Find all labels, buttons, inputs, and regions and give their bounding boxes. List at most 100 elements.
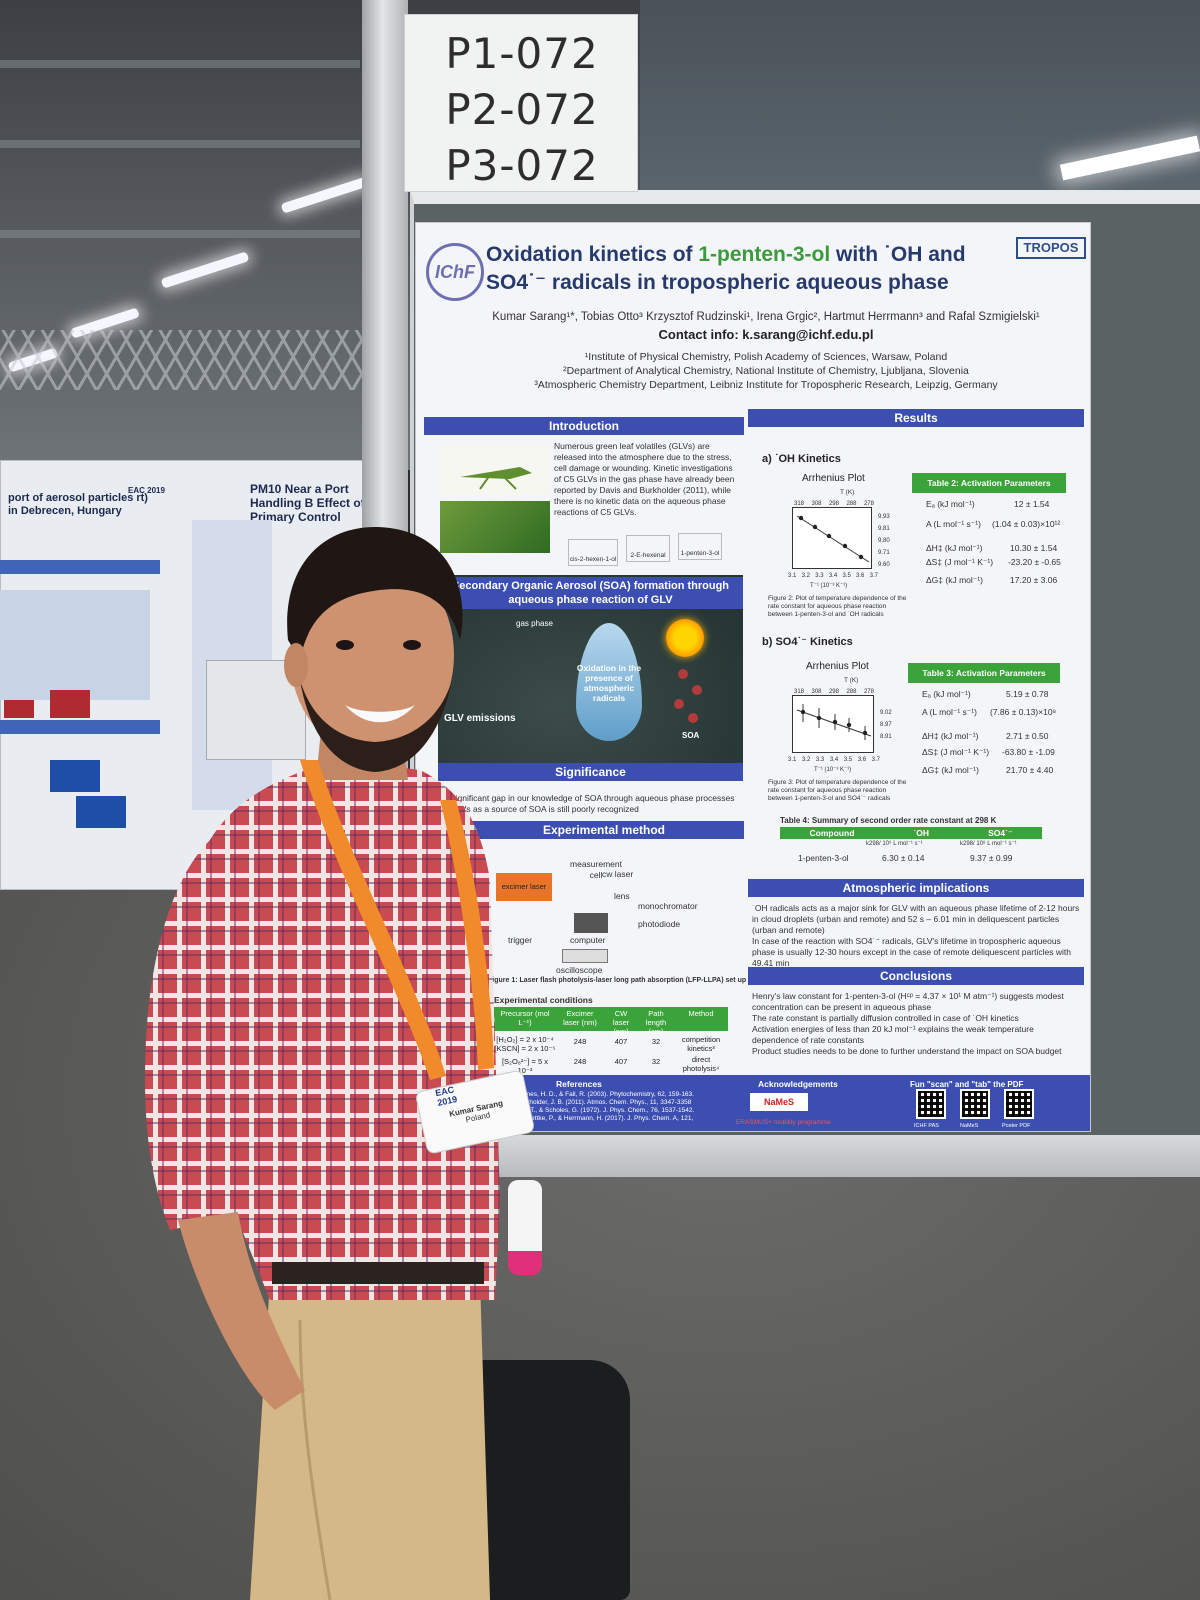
so4-right-tick: 8.91	[880, 734, 892, 740]
reference-item: B., Mettke, P., & Herrmann, H. (2017). J…	[516, 1115, 694, 1122]
so4-data-point	[816, 715, 822, 721]
soa-particle-icon	[688, 713, 698, 723]
table1-header-cell: CW laser (nm)	[612, 1009, 630, 1036]
measurement-cell-label: measurement cell	[570, 859, 622, 880]
table1-cell: [S₂O₈²⁻] = 5 x 10⁻³	[501, 1057, 549, 1075]
so4-top-tick: 318	[794, 689, 805, 695]
lighting-truss	[0, 330, 390, 390]
table1-header-cell: Path length (cm)	[645, 1009, 667, 1036]
oh-x-tick: 3.1	[788, 573, 797, 579]
table4-header-cell: Compound	[809, 828, 855, 838]
oh-x-tick: 3.6	[856, 573, 865, 579]
conclusions-text: Henry's law constant for 1-penten-3-ol (…	[752, 991, 1080, 1057]
table3-value: -63.80 ± -1.09	[1002, 747, 1055, 757]
cw-laser-label: cw laser	[602, 869, 634, 879]
oh-top-tick: 288	[846, 501, 857, 507]
table3-value: (7.86 ± 0.13)×10⁸	[990, 707, 1057, 717]
table2-value: (1.04 ± 0.03)×10¹²	[992, 519, 1061, 529]
figure2-caption: Figure 2: Plot of temperature dependence…	[768, 595, 907, 618]
table1-cell: 407	[614, 1037, 628, 1046]
table4-subheader: k298/ 10⁹ L mol⁻¹ s⁻¹	[866, 841, 923, 847]
atmospheric-point: ˙OH radicals acts as a major sink for GL…	[752, 903, 1080, 935]
figure1-caption: Figure 1: Laser flash photolysis-laser l…	[488, 977, 747, 984]
table2-label: ΔG‡ (kJ mol⁻¹)	[926, 575, 983, 585]
table3-label: ΔG‡ (kJ mol⁻¹)	[922, 765, 979, 775]
table4-header-cell: SO4˙⁻	[988, 828, 1013, 838]
reference-item: Grimes, H. D., & Fall, R. (2003). Phytoc…	[516, 1091, 694, 1098]
oscilloscope-icon	[562, 949, 608, 963]
display-pole	[362, 0, 408, 1190]
section-significance: Significance	[438, 763, 743, 781]
erasmus-label: ERASMUS+ mobility programme	[736, 1119, 831, 1126]
oh-plot-title: Arrhenius Plot	[802, 473, 865, 484]
monochromator-label: monochromator	[638, 901, 698, 911]
so4-x-tick: 3.3	[815, 757, 825, 763]
title-part: Oxidation kinetics of	[486, 243, 699, 266]
so4-plot-svg	[796, 704, 872, 740]
soa-label: SOA	[682, 731, 700, 740]
droplet-label: Oxidation in the presence of atmospheric…	[576, 663, 642, 703]
grasshopper-icon	[460, 467, 532, 490]
soa-particle-icon	[692, 685, 702, 695]
table2-value: 10.30 ± 1.54	[1010, 543, 1058, 553]
qr-code-icon	[1004, 1089, 1034, 1119]
left-poster-bar	[50, 690, 90, 718]
computer-icon	[574, 913, 608, 933]
table3-label: ΔH‡ (kJ mol⁻¹)	[922, 731, 979, 741]
section-conclusions: Conclusions	[748, 967, 1084, 985]
qr-label: ICHF PAS	[914, 1123, 939, 1129]
conclusion-point: Activation energies of less than 20 kJ m…	[752, 1024, 1034, 1045]
molecule-label: 2-E-hexenal	[626, 535, 670, 562]
oh-right-tick: 9.60	[878, 562, 890, 568]
ceiling-beam	[0, 60, 360, 68]
oh-arrhenius-plot	[792, 507, 872, 569]
conclusion-point: The rate constant is partially diffusion…	[752, 1013, 1019, 1023]
so4-right-tick: 8.97	[880, 722, 892, 728]
left-poster-image	[76, 796, 126, 828]
table2-value: 12 ± 1.54	[1014, 499, 1050, 509]
title-part: with ˙OH and	[830, 243, 966, 266]
oh-top-tick: 278	[863, 501, 874, 507]
sun-icon	[666, 619, 704, 657]
so4-x-tick: 3.6	[857, 757, 867, 763]
table2-label: Eₐ (kJ mol⁻¹)	[926, 499, 975, 509]
so4-top-tick: 278	[863, 689, 874, 695]
oh-x-tick: 3.4	[828, 573, 838, 579]
table1-header-cell: Excimer laser (nm)	[563, 1009, 597, 1027]
left-poster-band	[0, 720, 160, 734]
qr-title: Fun "scan" and "tab" the PDF	[910, 1080, 1024, 1089]
table1-cell: 407	[614, 1057, 628, 1066]
table2-label: A (L mol⁻¹ s⁻¹)	[926, 519, 981, 529]
table2-value: -23.20 ± -0.65	[1008, 557, 1061, 567]
table1-cell: direct photolysis⁴	[682, 1055, 720, 1073]
table4-compound: 1-penten-3-ol	[798, 853, 849, 863]
computer-label: computer	[570, 935, 606, 945]
table4-subheader: k298/ 10⁸ L mol⁻¹ s⁻¹	[960, 841, 1017, 847]
left-poster-bar	[4, 700, 34, 718]
section-soa: Secondary Organic Aerosol (SOA) formatio…	[438, 577, 743, 609]
section-experimental: Experimental method	[464, 821, 744, 839]
section-atmospheric: Atmospheric implications	[748, 879, 1084, 897]
so4-x-tick: 3.1	[788, 757, 797, 763]
affiliation: ²Department of Analytical Chemistry, Nat…	[563, 365, 969, 377]
section-results: Results	[748, 409, 1084, 427]
so4-x-ticks: 3.1 3.2 3.3 3.4 3.5 3.6 3.7	[788, 755, 880, 766]
figure3-caption: Figure 3: Plot of temperature dependence…	[768, 779, 907, 802]
table2-title: Table 2: Activation Parameters	[912, 473, 1066, 493]
so4-x-tick: 3.4	[829, 757, 839, 763]
affiliation: ¹Institute of Physical Chemistry, Polish…	[584, 351, 948, 363]
section-introduction: Introduction	[424, 417, 744, 435]
oh-top-tick: 308	[811, 501, 822, 507]
left-poster-block	[0, 590, 150, 700]
grasshopper-photo	[440, 445, 550, 495]
table1-cell: 32	[651, 1037, 661, 1046]
qr-code-icon	[916, 1089, 946, 1119]
references-list: Grimes, H. D., & Fall, R. (2003). Phytoc…	[516, 1091, 736, 1123]
so4-top-tick: 298	[828, 689, 839, 695]
table4-title: Table 4: Summary of second order rate co…	[780, 816, 997, 825]
qr-label: Poster PDF	[1002, 1123, 1031, 1129]
so4-data-point	[846, 722, 852, 728]
trigger-label: trigger	[508, 935, 533, 945]
oh-right-ticks: 9.93 9.81 9.80 9.71 9.60	[878, 511, 898, 571]
